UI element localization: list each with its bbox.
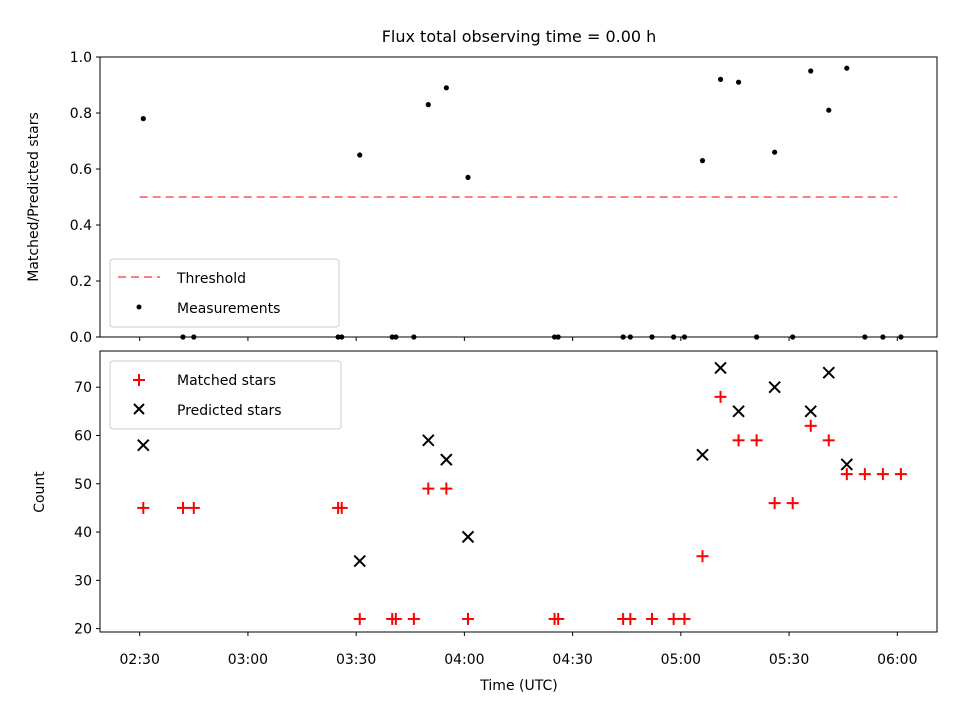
- measurement-point: [425, 102, 431, 108]
- predicted-star-point: [840, 458, 854, 471]
- y-tick-label: 70: [74, 380, 92, 396]
- predicted-star-point: [822, 366, 835, 379]
- y-tick-label: 60: [74, 428, 92, 444]
- predicted-star-point: [804, 405, 817, 418]
- measurement-point: [465, 174, 471, 180]
- x-tick-label: 04:00: [444, 652, 484, 668]
- y-tick-label: 40: [74, 525, 92, 541]
- predicted-star-point: [696, 448, 709, 462]
- matched-star-point: [840, 468, 853, 481]
- x-tick-label: 05:30: [769, 652, 809, 668]
- matched-star-point: [187, 501, 200, 514]
- matched-star-point: [137, 501, 150, 514]
- measurement-point: [443, 85, 449, 91]
- predicted-stars-series: [137, 361, 854, 568]
- predicted-star-point: [137, 438, 150, 452]
- chart-title: Flux total observing time = 0.00 h: [382, 27, 657, 46]
- matched-star-point: [696, 550, 709, 563]
- legend-matched-swatch: [133, 374, 145, 386]
- top-axes-frame: [99, 56, 938, 338]
- measurement-point: [699, 158, 706, 164]
- x-axis-label: Time (UTC): [479, 678, 557, 694]
- x-tick-label: 04:30: [552, 652, 592, 668]
- matched-star-point: [667, 612, 680, 625]
- predicted-star-point: [353, 554, 366, 568]
- y-tick-label: 0.2: [70, 274, 92, 290]
- matched-star-point: [624, 612, 637, 625]
- y-tick-label: 1.0: [70, 50, 92, 66]
- matched-star-point: [768, 497, 781, 510]
- matched-star-point: [176, 501, 189, 514]
- y-tick-label: 50: [74, 477, 92, 493]
- matched-star-point: [894, 468, 907, 481]
- y-tick-label: 0.8: [70, 106, 92, 122]
- measurement-point: [826, 107, 832, 113]
- matched-star-point: [786, 497, 799, 510]
- matched-star-point: [353, 612, 366, 625]
- matched-stars-series: [137, 390, 907, 625]
- legend-predicted-label: Predicted stars: [177, 403, 282, 419]
- matched-star-point: [440, 482, 453, 495]
- x-tick-label: 06:00: [877, 652, 917, 668]
- matched-star-point: [645, 612, 658, 625]
- top-x-ticks: [139, 337, 898, 341]
- y-tick-label: 0.4: [70, 218, 92, 234]
- matched-star-point: [335, 501, 348, 514]
- measurement-point: [844, 65, 850, 71]
- x-tick-label: 05:00: [661, 652, 701, 668]
- matched-star-point: [407, 612, 420, 625]
- bottom-legend: Matched stars Predicted stars: [109, 360, 342, 430]
- matched-star-point: [714, 390, 727, 403]
- predicted-star-point: [732, 405, 745, 418]
- measurement-point: [735, 79, 742, 85]
- legend-measurements-label: Measurements: [177, 301, 280, 317]
- bottom-y-axis-label: Count: [32, 471, 48, 513]
- top-y-ticks: 0.0 0.2 0.4 0.6 0.8 1.0: [70, 50, 100, 346]
- matched-star-point: [389, 612, 402, 625]
- predicted-star-point: [714, 361, 727, 375]
- measurement-point: [717, 76, 724, 82]
- predicted-star-point: [440, 453, 453, 466]
- y-tick-label: 20: [74, 622, 92, 638]
- predicted-star-point: [422, 434, 435, 447]
- legend-measurements-swatch: [136, 304, 142, 310]
- bottom-y-ticks: 20 30 40 50 60 70: [74, 380, 100, 638]
- matched-star-point: [804, 419, 817, 432]
- matched-star-point: [422, 482, 435, 495]
- legend-matched-label: Matched stars: [177, 373, 276, 389]
- legend-predicted-swatch: [133, 403, 145, 415]
- y-tick-label: 0.6: [70, 162, 92, 178]
- predicted-star-point: [461, 530, 475, 544]
- matched-star-point: [822, 434, 835, 447]
- matched-star-point: [732, 434, 745, 447]
- y-tick-label: 0.0: [70, 330, 92, 346]
- predicted-star-point: [768, 381, 781, 394]
- x-tick-label: 03:30: [336, 652, 376, 668]
- bottom-panel: 20 30 40 50 60 70 02:30 03:00 03:30 04:00 04:30 05…: [32, 350, 938, 694]
- measurement-point: [140, 116, 146, 122]
- matched-star-point: [461, 612, 474, 625]
- top-y-axis-label: Matched/Predicted stars: [26, 112, 42, 282]
- matched-star-point: [876, 468, 889, 481]
- bottom-axes-frame: [99, 350, 938, 633]
- matched-star-point: [858, 468, 871, 481]
- matched-star-point: [678, 612, 691, 625]
- x-tick-label: 02:30: [120, 652, 160, 668]
- measurement-point: [357, 152, 363, 158]
- top-legend: Threshold Measurements: [109, 258, 340, 328]
- bottom-x-ticks: 02:30 03:00 03:30 04:00 04:30 05:00 05:30 06:00: [120, 632, 917, 668]
- matched-star-point: [552, 612, 565, 625]
- top-panel: 0.0 0.2 0.4 0.6 0.8 1.0 Matched/Predicted sta…: [26, 50, 938, 346]
- y-tick-label: 30: [74, 573, 92, 589]
- legend-threshold-label: Threshold: [176, 271, 246, 287]
- matched-star-point: [750, 434, 763, 447]
- measurement-point: [808, 68, 814, 74]
- x-tick-label: 03:00: [228, 652, 268, 668]
- measurement-point: [772, 149, 778, 155]
